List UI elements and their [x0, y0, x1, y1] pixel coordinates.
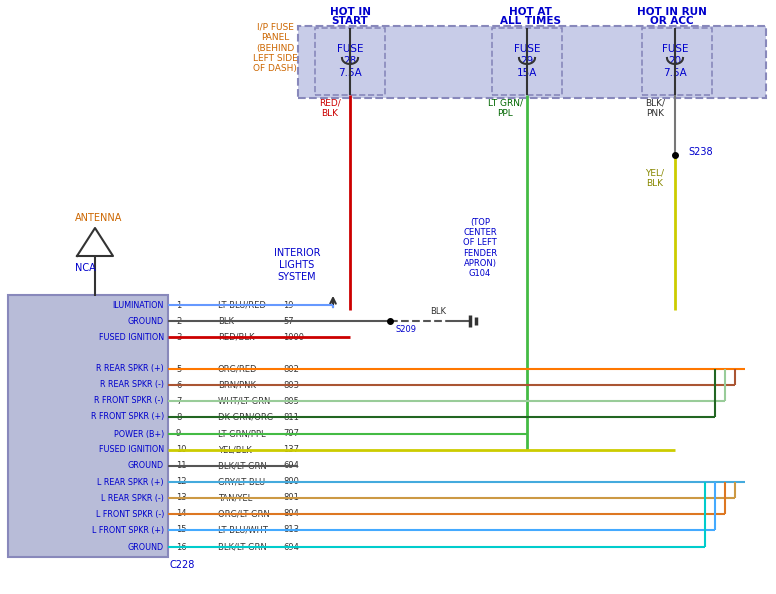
Text: L REAR SPKR (-): L REAR SPKR (-) [101, 494, 164, 503]
Text: LT GRN/PPL: LT GRN/PPL [218, 429, 265, 438]
Text: YEL/BLK: YEL/BLK [218, 446, 251, 454]
Bar [8, 295, 168, 557]
Text: BLK: BLK [430, 307, 446, 315]
Text: BLK/LT GRN: BLK/LT GRN [218, 462, 267, 470]
Text: GRY/LT BLU: GRY/LT BLU [218, 478, 265, 486]
Text: 7: 7 [176, 397, 182, 406]
Text: 797: 797 [283, 429, 299, 438]
Text: 802: 802 [283, 365, 299, 374]
Text: START: START [331, 16, 369, 26]
Text: 811: 811 [283, 412, 299, 422]
Text: INTERIOR
LIGHTS
SYSTEM: INTERIOR LIGHTS SYSTEM [274, 248, 320, 282]
Text: (TOP
CENTER
OF LEFT
FENDER
APRON)
G104: (TOP CENTER OF LEFT FENDER APRON) G104 [463, 217, 497, 279]
Text: LT BLU/WHT: LT BLU/WHT [218, 526, 268, 535]
Text: 800: 800 [283, 478, 299, 486]
Text: BRN/PNK: BRN/PNK [218, 381, 256, 390]
Text: ORG/RED: ORG/RED [218, 365, 258, 374]
Text: R FRONT SPKR (-): R FRONT SPKR (-) [95, 397, 164, 406]
Text: ORG/LT GRN: ORG/LT GRN [218, 510, 270, 519]
Text: 805: 805 [283, 397, 299, 406]
Text: OR ACC: OR ACC [650, 16, 694, 26]
Text: FUSE
28
7.5A: FUSE 28 7.5A [337, 45, 363, 78]
Text: 12: 12 [176, 478, 186, 486]
Text: 5: 5 [176, 365, 182, 374]
Text: 694: 694 [283, 542, 299, 551]
Text: 1: 1 [176, 301, 182, 309]
Text: FUSE
29
15A: FUSE 29 15A [514, 45, 540, 78]
Text: 813: 813 [283, 526, 299, 535]
Text: 14: 14 [176, 510, 186, 519]
Text: 10: 10 [176, 446, 186, 454]
Text: 15: 15 [176, 526, 186, 535]
Text: R REAR SPKR (-): R REAR SPKR (-) [100, 381, 164, 390]
Text: GROUND: GROUND [128, 317, 164, 326]
Text: FUSED IGNITION: FUSED IGNITION [99, 446, 164, 454]
Text: ALL TIMES: ALL TIMES [500, 16, 560, 26]
Text: L REAR SPKR (+): L REAR SPKR (+) [97, 478, 164, 486]
Text: 9: 9 [176, 429, 182, 438]
Bar [315, 28, 385, 95]
Text: 16: 16 [176, 542, 186, 551]
Text: GROUND: GROUND [128, 542, 164, 551]
Text: BLK/LT GRN: BLK/LT GRN [218, 542, 267, 551]
Text: FUSE
20
7.5A: FUSE 20 7.5A [662, 45, 688, 78]
Text: 694: 694 [283, 462, 299, 470]
Text: 803: 803 [283, 381, 299, 390]
Text: 8: 8 [176, 412, 182, 422]
Text: 804: 804 [283, 510, 299, 519]
Text: S238: S238 [688, 147, 712, 157]
Text: WHT/LT GRN: WHT/LT GRN [218, 397, 270, 406]
Text: NCA: NCA [75, 263, 95, 273]
Text: DK GRN/ORG: DK GRN/ORG [218, 412, 273, 422]
Text: 2: 2 [176, 317, 182, 326]
Text: ANTENNA: ANTENNA [75, 213, 123, 223]
Text: 137: 137 [283, 446, 299, 454]
Text: 3: 3 [176, 333, 182, 342]
Text: FUSED IGNITION: FUSED IGNITION [99, 333, 164, 342]
Text: R FRONT SPKR (+): R FRONT SPKR (+) [91, 412, 164, 422]
Text: YEL/
BLK: YEL/ BLK [646, 168, 664, 188]
Text: 6: 6 [176, 381, 182, 390]
Text: L FRONT SPKR (+): L FRONT SPKR (+) [92, 526, 164, 535]
Text: RED/
BLK: RED/ BLK [319, 98, 341, 118]
Text: HOT AT: HOT AT [508, 7, 552, 17]
Text: POWER (B+): POWER (B+) [114, 429, 164, 438]
Text: C228: C228 [170, 560, 196, 570]
Text: HOT IN: HOT IN [330, 7, 370, 17]
Text: S209: S209 [395, 324, 416, 333]
Text: 19: 19 [283, 301, 293, 309]
Text: 13: 13 [176, 494, 186, 503]
Text: 11: 11 [176, 462, 186, 470]
Bar [492, 28, 562, 95]
Text: TAN/YEL: TAN/YEL [218, 494, 252, 503]
Text: HOT IN RUN: HOT IN RUN [637, 7, 707, 17]
Text: RED/BLK: RED/BLK [218, 333, 255, 342]
Text: R REAR SPKR (+): R REAR SPKR (+) [96, 365, 164, 374]
Text: ILUMINATION: ILUMINATION [113, 301, 164, 309]
Bar [642, 28, 712, 95]
Bar [298, 26, 766, 98]
Text: 1000: 1000 [283, 333, 304, 342]
Text: LT BLU/RED: LT BLU/RED [218, 301, 266, 309]
Text: I/P FUSE
PANEL
(BEHIND
LEFT SIDE
OF DASH): I/P FUSE PANEL (BEHIND LEFT SIDE OF DASH… [253, 23, 297, 73]
Text: LT GRN/
PPL: LT GRN/ PPL [487, 98, 522, 118]
Text: L FRONT SPKR (-): L FRONT SPKR (-) [95, 510, 164, 519]
Text: 57: 57 [283, 317, 293, 326]
Text: BLK: BLK [218, 317, 234, 326]
Text: BLK/
PNK: BLK/ PNK [645, 98, 665, 118]
Text: GROUND: GROUND [128, 462, 164, 470]
Text: 801: 801 [283, 494, 299, 503]
